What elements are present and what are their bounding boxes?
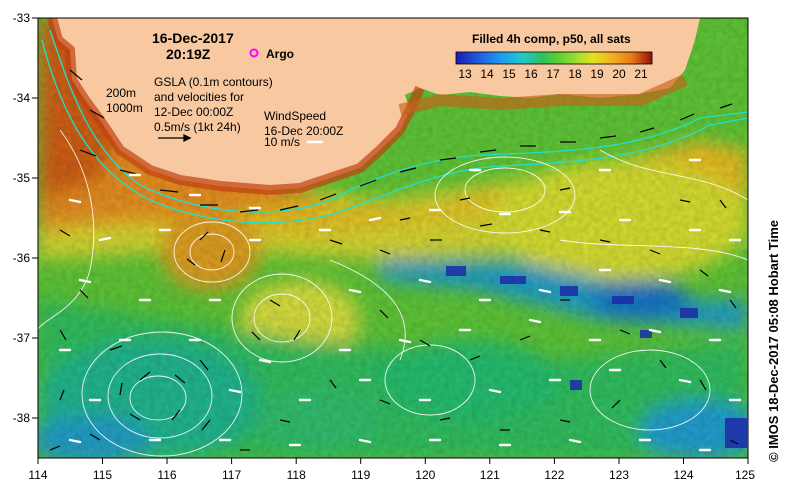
y-tick-label: -36 <box>13 251 31 265</box>
x-tick-label: 122 <box>544 468 564 482</box>
x-tick-label: 118 <box>287 468 306 482</box>
svg-text:Argo: Argo <box>266 47 294 61</box>
sla-contours <box>38 129 748 457</box>
x-tick-label: 124 <box>673 468 693 482</box>
x-tick-label: 115 <box>93 468 112 482</box>
gsla-scale-arrow-icon <box>158 133 192 143</box>
plot-frame <box>37 17 749 459</box>
x-tick-label: 116 <box>157 468 176 482</box>
sst-field <box>38 18 748 458</box>
y-tick-label: -35 <box>13 171 31 185</box>
x-axis <box>37 458 749 464</box>
colorbar-tick: 18 <box>568 67 582 81</box>
colorbar-tick: 15 <box>502 67 516 81</box>
wind-scale-label: 10 m/s <box>264 135 300 149</box>
gsla-line-2: and velocities for <box>154 90 244 104</box>
colorbar-tick: 21 <box>634 67 648 81</box>
colorbar-tick: 20 <box>612 67 626 81</box>
image-date: 16-Dec-2017 <box>152 30 234 46</box>
x-tick-label: 121 <box>480 468 500 482</box>
imos-credit: © IMOS 18-Dec-2017 05:08 Hobart Time <box>766 220 781 462</box>
x-tick-label: 123 <box>609 468 629 482</box>
colorbar-tick: 14 <box>480 67 494 81</box>
x-tick-label: 119 <box>351 468 370 482</box>
colorbar-tick: 17 <box>546 67 560 81</box>
image-time: 20:19Z <box>166 46 211 62</box>
colorbar-title: Filled 4h comp, p50, all sats <box>472 32 631 46</box>
gsla-line-1: GSLA (0.1m contours) <box>154 75 273 89</box>
isobath-contours <box>41 29 748 224</box>
wind-line-1: WindSpeed <box>264 109 326 123</box>
x-tick-label: 114 <box>28 468 47 482</box>
colorbar-tick: 13 <box>458 67 472 81</box>
wind-line-2: 16-Dec 20:00Z <box>264 124 343 138</box>
y-tick-label: -33 <box>13 11 31 25</box>
colorbar-tick: 16 <box>524 67 538 81</box>
wind-arrows <box>58 158 742 452</box>
current-arrows <box>49 69 739 451</box>
y-tick-label: -34 <box>13 91 31 105</box>
argo-marker-icon <box>249 48 259 58</box>
x-tick-label: 125 <box>735 468 755 482</box>
isobath-shallow-label: 200m <box>106 86 136 100</box>
y-tick-label: -38 <box>13 411 31 425</box>
gsla-scale-label: 0.5m/s (1kt 24h) <box>154 120 241 134</box>
gsla-line-3: 12-Dec 00:00Z <box>154 105 233 119</box>
colorbar <box>455 51 653 65</box>
argo-legend: Argo <box>249 47 294 61</box>
y-axis <box>32 17 38 419</box>
x-tick-label: 120 <box>415 468 435 482</box>
isobath-deep-label: 1000m <box>106 101 143 115</box>
y-tick-label: -37 <box>13 331 31 345</box>
x-tick-label: 117 <box>222 468 241 482</box>
colorbar-tick: 19 <box>590 67 604 81</box>
